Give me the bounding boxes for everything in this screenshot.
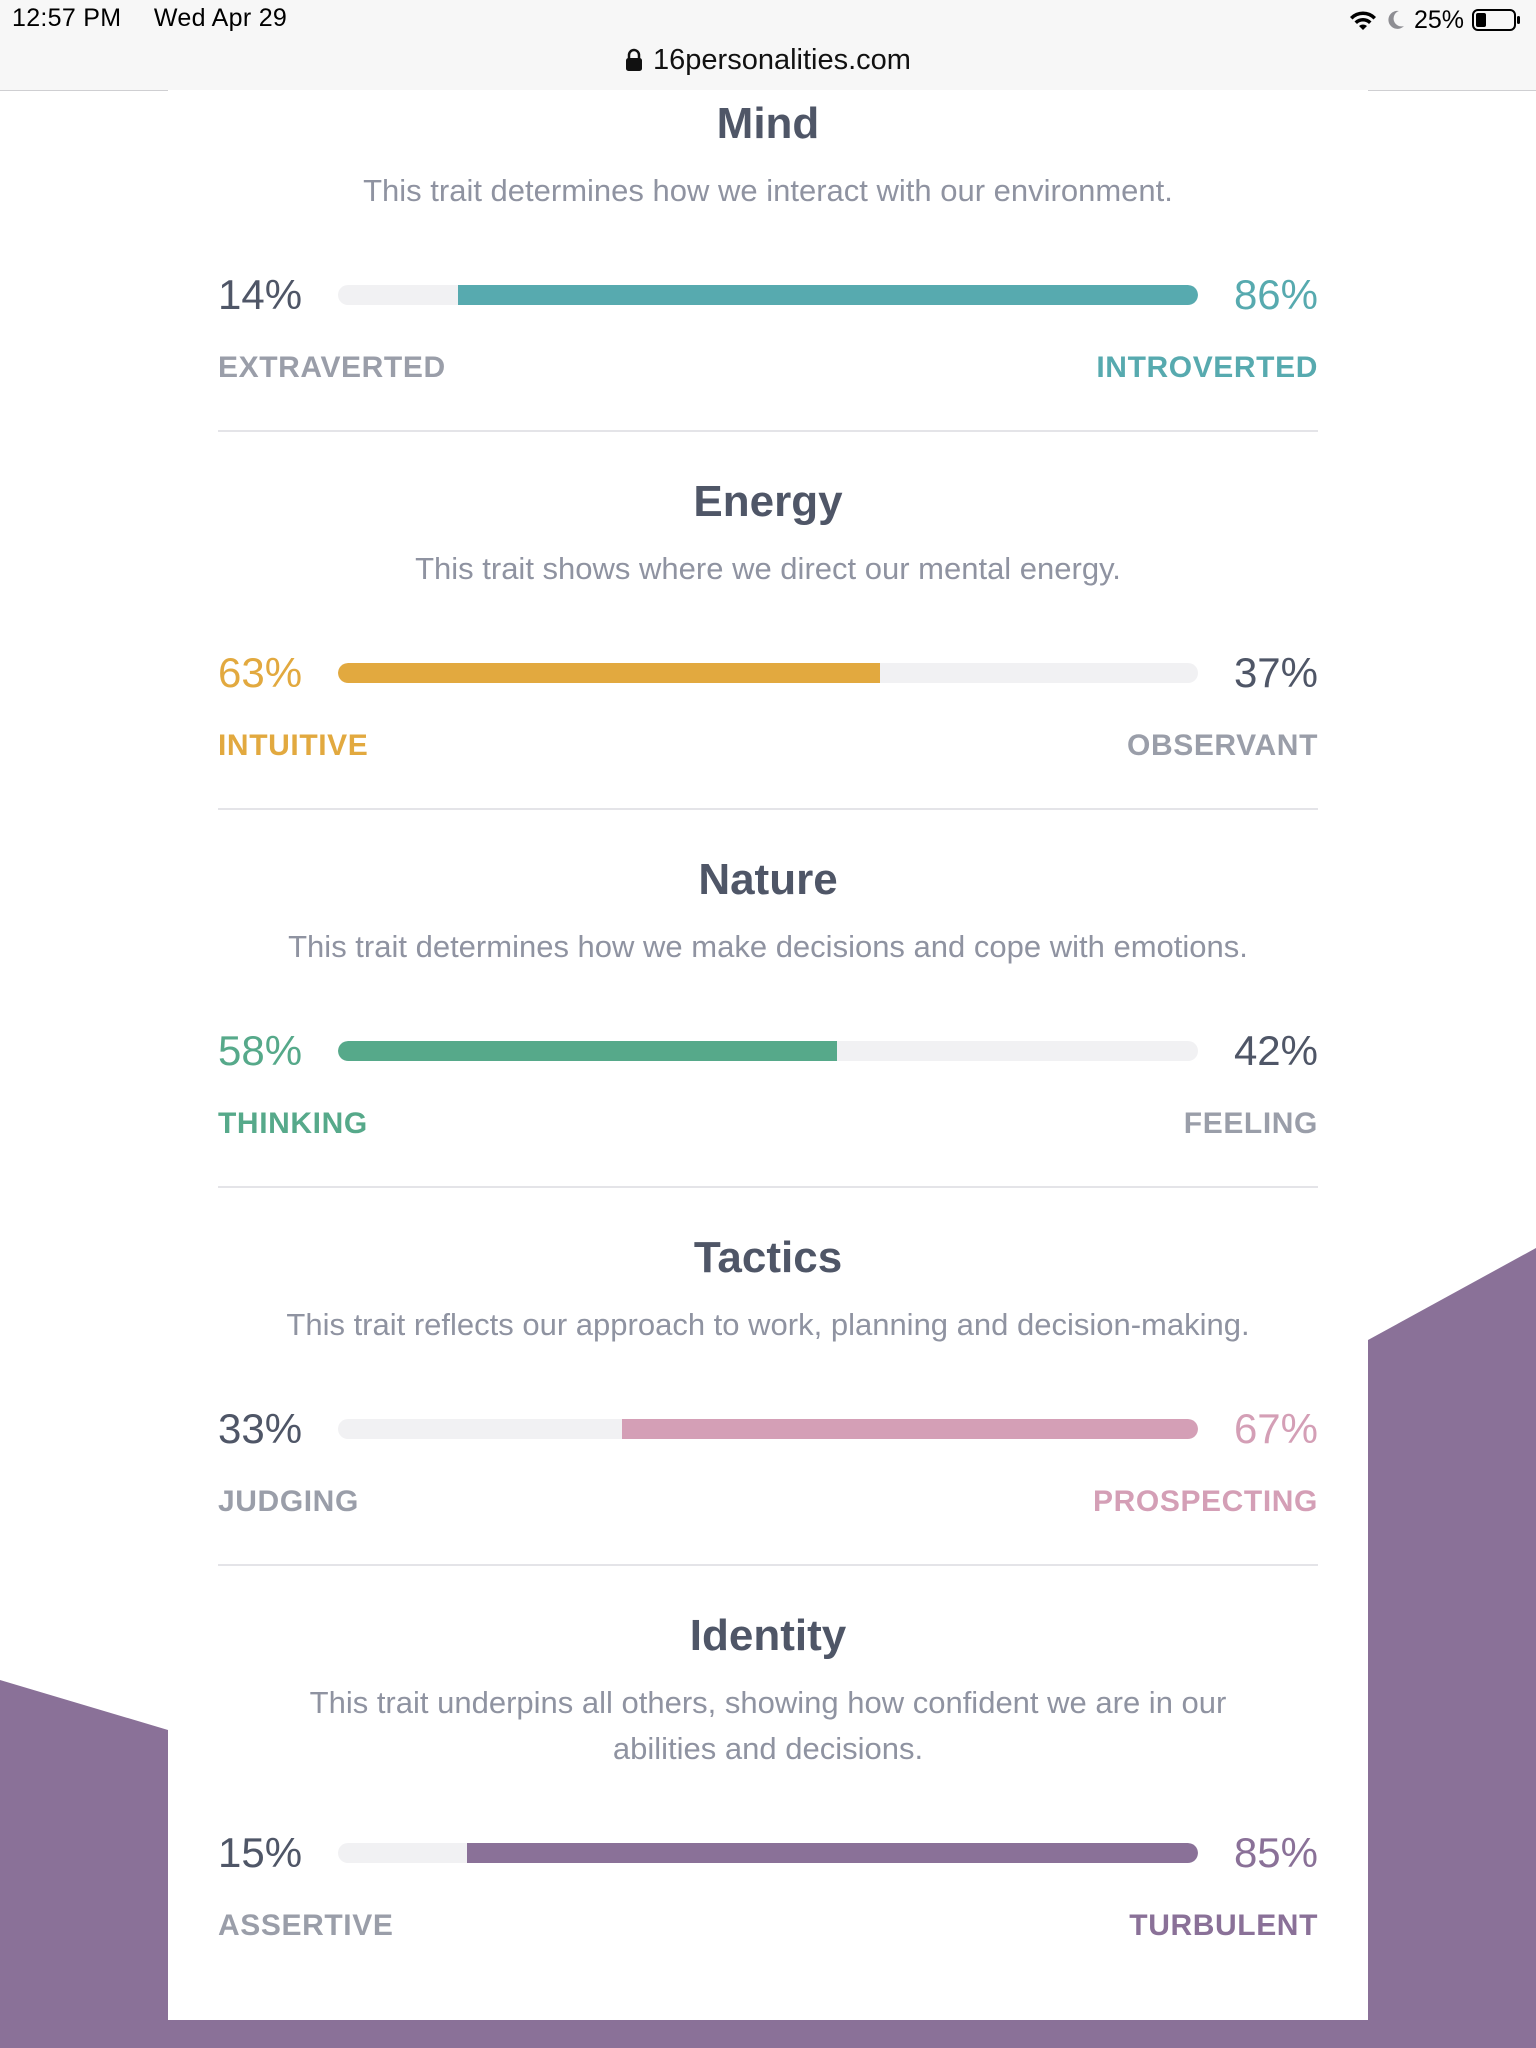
trait-title: Energy <box>693 477 843 526</box>
right-percent: 85% <box>1233 1829 1318 1876</box>
divider <box>218 430 1318 432</box>
progress-track <box>338 1419 1198 1439</box>
status-bar: 12:57 PM Wed Apr 29 25% 16personalities.… <box>0 0 1536 91</box>
left-percent: 58% <box>218 1027 303 1074</box>
left-percent: 33% <box>218 1405 303 1452</box>
progress-fill <box>467 1843 1198 1863</box>
address-bar[interactable]: 16personalities.com <box>0 40 1536 80</box>
status-time: 12:57 PM Wed Apr 29 <box>12 4 287 33</box>
trait-title: Identity <box>689 1611 847 1660</box>
trait-bar-row: 58% 42% <box>218 1026 1318 1076</box>
right-percent: 67% <box>1233 1405 1318 1452</box>
progress-track <box>338 663 1198 683</box>
divider <box>218 808 1318 810</box>
traits-card: Mind This trait determines how we intera… <box>168 90 1368 2018</box>
right-label: FEELING <box>1183 1107 1318 1140</box>
trait-description: This trait underpins all others, showing… <box>309 1685 1227 1766</box>
progress-fill <box>338 663 880 683</box>
divider <box>218 1186 1318 1188</box>
progress-track <box>338 1843 1198 1863</box>
trait-description: This trait reflects our approach to work… <box>286 1307 1250 1342</box>
trait-title: Tactics <box>693 1233 843 1282</box>
background-shape <box>0 1248 1536 2048</box>
status-indicators: 25% <box>1348 4 1522 36</box>
lock-icon <box>626 48 643 71</box>
trait-title: Mind <box>716 99 820 148</box>
right-percent: 37% <box>1233 649 1318 696</box>
battery-icon <box>1472 9 1520 31</box>
moon-icon <box>1388 10 1404 29</box>
trait-description: This trait determines how we make decisi… <box>288 929 1248 964</box>
left-label: THINKING <box>218 1107 368 1140</box>
trait-bar-row: 14% 86% <box>218 270 1318 320</box>
url-text[interactable]: 16personalities.com <box>653 43 911 76</box>
trait-bar-row: 33% 67% <box>218 1404 1318 1454</box>
trait-description: This trait shows where we direct our men… <box>415 551 1121 586</box>
trait-title: Nature <box>698 855 838 904</box>
right-percent: 42% <box>1233 1027 1318 1074</box>
divider <box>218 1564 1318 1566</box>
trait-bar-row: 15% 85% <box>218 1828 1318 1878</box>
left-label: EXTRAVERTED <box>218 351 446 384</box>
left-label: JUDGING <box>218 1485 359 1518</box>
progress-track <box>338 285 1198 305</box>
progress-track <box>338 1041 1198 1061</box>
trait-bar-row: 63% 37% <box>218 648 1318 698</box>
left-percent: 15% <box>218 1829 303 1876</box>
battery-percent: 25% <box>1413 5 1464 34</box>
progress-fill <box>621 1419 1198 1439</box>
right-label: INTROVERTED <box>1096 351 1318 384</box>
right-label: OBSERVANT <box>1127 729 1318 762</box>
right-label: TURBULENT <box>1129 1909 1318 1942</box>
left-label: ASSERTIVE <box>218 1909 394 1942</box>
progress-fill <box>338 1041 837 1061</box>
trait-description: This trait determines how we interact wi… <box>363 173 1173 208</box>
right-label: PROSPECTING <box>1093 1485 1318 1518</box>
status-date: Wed Apr 29 <box>153 4 288 32</box>
left-percent: 14% <box>218 271 303 318</box>
left-percent: 63% <box>218 649 303 696</box>
status-clock: 12:57 PM <box>12 4 122 32</box>
left-label: INTUITIVE <box>218 729 369 762</box>
progress-fill <box>458 285 1198 305</box>
right-percent: 86% <box>1233 271 1318 318</box>
wifi-icon <box>1349 11 1376 30</box>
